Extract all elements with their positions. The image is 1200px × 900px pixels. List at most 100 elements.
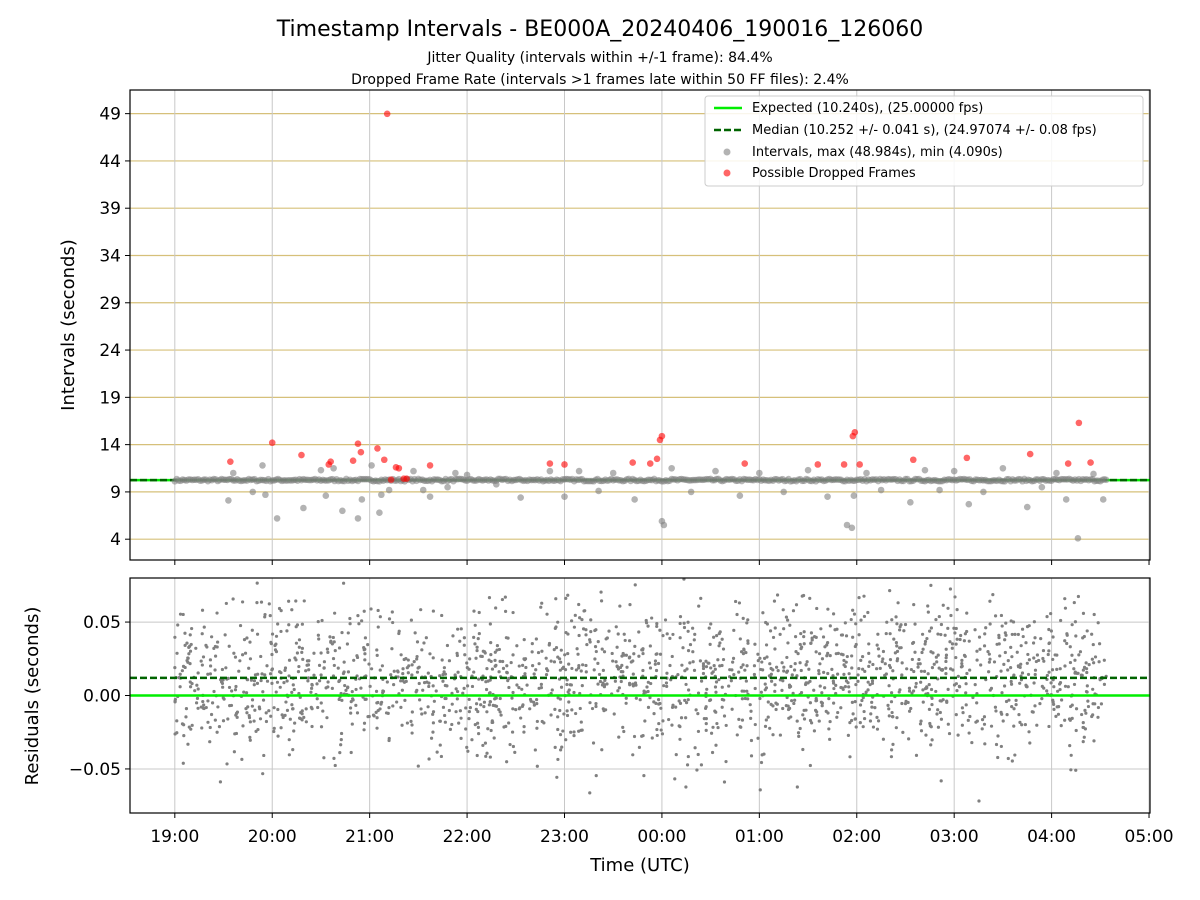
residual-point bbox=[217, 725, 222, 729]
residual-point bbox=[709, 622, 713, 626]
residual-point bbox=[1035, 653, 1040, 657]
residual-point bbox=[202, 625, 206, 629]
residual-point bbox=[284, 700, 288, 704]
residual-point bbox=[528, 697, 533, 702]
residual-point bbox=[458, 639, 462, 643]
residual-point bbox=[230, 689, 234, 693]
residual-point bbox=[641, 668, 645, 673]
residual-point bbox=[975, 658, 979, 662]
residual-point bbox=[923, 639, 928, 644]
residual-point bbox=[319, 673, 323, 677]
residual-point bbox=[1083, 708, 1087, 713]
residual-point bbox=[227, 685, 232, 690]
residual-point bbox=[1024, 641, 1028, 645]
residual-point bbox=[796, 652, 800, 656]
residual-point bbox=[770, 679, 774, 683]
residual-point bbox=[1099, 702, 1104, 706]
residual-point bbox=[856, 679, 860, 683]
residual-point bbox=[220, 681, 225, 686]
residual-point bbox=[847, 685, 851, 689]
residual-point bbox=[599, 590, 603, 594]
residual-point bbox=[403, 698, 407, 703]
residual-point bbox=[936, 708, 940, 712]
x-tick-label: 22:00 bbox=[443, 827, 492, 847]
residual-point bbox=[200, 608, 205, 612]
residual-point bbox=[264, 711, 268, 715]
residual-point bbox=[261, 690, 265, 694]
residual-point bbox=[201, 655, 206, 659]
x-tick-label: 05:00 bbox=[1125, 827, 1174, 847]
residual-point bbox=[520, 704, 525, 708]
residual-point bbox=[809, 631, 814, 635]
residual-point bbox=[410, 663, 414, 667]
residual-point bbox=[401, 672, 405, 676]
residual-point bbox=[876, 632, 880, 636]
residual-point bbox=[655, 727, 659, 732]
dropped-frame-point bbox=[426, 462, 434, 469]
residual-point bbox=[618, 604, 622, 608]
residual-point bbox=[815, 606, 819, 611]
residual-point bbox=[720, 637, 724, 641]
residual-point bbox=[378, 668, 382, 672]
residual-point bbox=[290, 608, 294, 612]
residual-point bbox=[532, 672, 536, 676]
residual-point bbox=[555, 775, 559, 779]
residual-point bbox=[665, 632, 669, 636]
residual-point bbox=[495, 643, 500, 648]
residual-point bbox=[182, 734, 186, 738]
residual-point bbox=[875, 667, 879, 671]
residual-point bbox=[941, 603, 945, 607]
residual-point bbox=[693, 746, 697, 750]
residual-point bbox=[517, 685, 521, 690]
residual-point bbox=[560, 745, 564, 749]
residual-point bbox=[709, 666, 713, 670]
residual-point bbox=[566, 651, 570, 656]
residual-point bbox=[771, 733, 775, 737]
residual-point bbox=[390, 610, 394, 614]
residual-point bbox=[600, 748, 604, 752]
top-y-tick-label: 39 bbox=[99, 199, 121, 219]
residual-point bbox=[715, 634, 719, 638]
residual-point bbox=[986, 649, 990, 654]
residual-point bbox=[316, 620, 320, 624]
residual-point bbox=[818, 662, 822, 666]
residual-point bbox=[819, 627, 823, 631]
interval-point bbox=[262, 491, 269, 499]
residual-point bbox=[744, 650, 748, 655]
residual-point bbox=[1047, 627, 1051, 632]
residual-point bbox=[637, 654, 641, 658]
residual-point bbox=[537, 662, 541, 666]
residual-point bbox=[326, 650, 330, 654]
residual-point bbox=[441, 673, 445, 677]
residual-point bbox=[267, 602, 271, 606]
residual-point bbox=[983, 632, 987, 636]
residual-point bbox=[479, 703, 483, 707]
residual-point bbox=[826, 671, 830, 676]
residual-point bbox=[427, 757, 431, 761]
residual-point bbox=[713, 709, 717, 713]
residual-point bbox=[440, 658, 444, 662]
residual-point bbox=[590, 706, 595, 711]
residual-point bbox=[1012, 724, 1016, 728]
residual-point bbox=[688, 661, 692, 665]
residual-point bbox=[510, 730, 515, 734]
residual-point bbox=[333, 763, 337, 768]
residual-point bbox=[252, 719, 256, 723]
residual-point bbox=[959, 665, 964, 669]
residual-point bbox=[799, 668, 803, 673]
residual-point bbox=[213, 654, 218, 658]
residual-point bbox=[1083, 727, 1088, 731]
residual-point bbox=[930, 738, 934, 742]
residual-point bbox=[836, 672, 840, 676]
residual-point bbox=[817, 671, 821, 676]
residual-point bbox=[1072, 667, 1076, 671]
residual-point bbox=[861, 667, 865, 671]
residual-point bbox=[594, 628, 598, 632]
residual-point bbox=[881, 649, 886, 654]
residual-point bbox=[287, 753, 291, 757]
residual-point bbox=[1014, 703, 1018, 707]
residual-point bbox=[944, 647, 948, 651]
residual-point bbox=[520, 687, 524, 691]
interval-point bbox=[1038, 483, 1046, 491]
residual-point bbox=[880, 660, 884, 664]
